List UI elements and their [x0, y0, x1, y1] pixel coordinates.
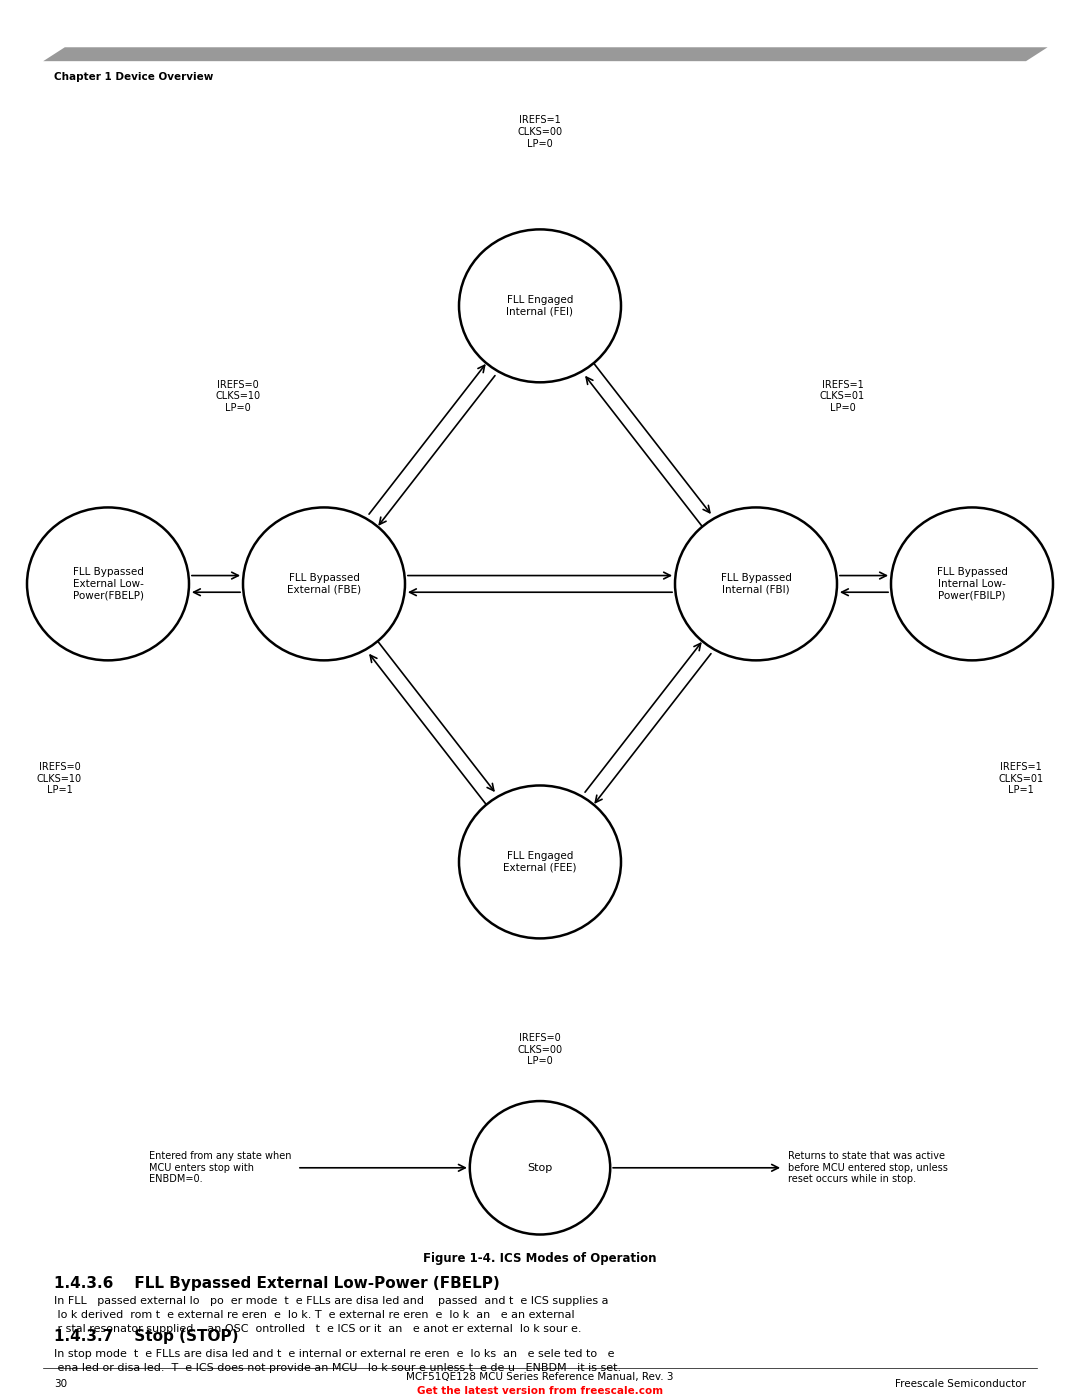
Text: IREFS=1
CLKS=01
LP=1: IREFS=1 CLKS=01 LP=1	[998, 761, 1043, 795]
Ellipse shape	[459, 785, 621, 939]
Ellipse shape	[891, 507, 1053, 661]
Text: 30: 30	[54, 1379, 67, 1389]
Polygon shape	[43, 47, 1048, 61]
Text: Entered from any state when
MCU enters stop with
ENBDM=0.: Entered from any state when MCU enters s…	[149, 1151, 292, 1185]
Ellipse shape	[459, 229, 621, 383]
Text: In FLL   passed external lo   po  er mode  t  e FLLs are disa led and    passed : In FLL passed external lo po er mode t e…	[54, 1295, 608, 1334]
Ellipse shape	[243, 507, 405, 661]
Text: Freescale Semiconductor: Freescale Semiconductor	[895, 1379, 1026, 1389]
Text: MCF51QE128 MCU Series Reference Manual, Rev. 3: MCF51QE128 MCU Series Reference Manual, …	[406, 1372, 674, 1382]
Text: IREFS=0
CLKS=00
LP=0: IREFS=0 CLKS=00 LP=0	[517, 1032, 563, 1066]
Text: Stop: Stop	[527, 1162, 553, 1173]
Text: IREFS=1
CLKS=00
LP=0: IREFS=1 CLKS=00 LP=0	[517, 116, 563, 148]
Ellipse shape	[675, 507, 837, 661]
Text: Figure 1-4. ICS Modes of Operation: Figure 1-4. ICS Modes of Operation	[423, 1252, 657, 1264]
Text: Get the latest version from freescale.com: Get the latest version from freescale.co…	[417, 1386, 663, 1396]
Text: FLL Bypassed
External Low-
Power(FBELP): FLL Bypassed External Low- Power(FBELP)	[72, 567, 144, 601]
Text: In stop mode  t  e FLLs are disa led and t  e internal or external re eren  e  l: In stop mode t e FLLs are disa led and t…	[54, 1348, 621, 1372]
Text: IREFS=0
CLKS=10
LP=0: IREFS=0 CLKS=10 LP=0	[215, 380, 260, 414]
Ellipse shape	[470, 1101, 610, 1235]
Text: FLL Bypassed
Internal Low-
Power(FBILP): FLL Bypassed Internal Low- Power(FBILP)	[936, 567, 1008, 601]
Text: Returns to state that was active
before MCU entered stop, unless
reset occurs wh: Returns to state that was active before …	[788, 1151, 948, 1185]
Text: FLL Bypassed
External (FBE): FLL Bypassed External (FBE)	[287, 573, 361, 595]
Ellipse shape	[27, 507, 189, 661]
Text: IREFS=1
CLKS=01
LP=0: IREFS=1 CLKS=01 LP=0	[820, 380, 865, 414]
Text: IREFS=0
CLKS=10
LP=1: IREFS=0 CLKS=10 LP=1	[37, 761, 82, 795]
Text: 1.4.3.7    Stop (STOP): 1.4.3.7 Stop (STOP)	[54, 1329, 239, 1344]
Text: 1.4.3.6    FLL Bypassed External Low-Power (FBELP): 1.4.3.6 FLL Bypassed External Low-Power …	[54, 1277, 500, 1291]
Text: FLL Engaged
External (FEE): FLL Engaged External (FEE)	[503, 851, 577, 873]
Text: FLL Bypassed
Internal (FBI): FLL Bypassed Internal (FBI)	[720, 573, 792, 595]
Text: FLL Engaged
Internal (FEI): FLL Engaged Internal (FEI)	[507, 295, 573, 317]
Text: Chapter 1 Device Overview: Chapter 1 Device Overview	[54, 73, 214, 82]
